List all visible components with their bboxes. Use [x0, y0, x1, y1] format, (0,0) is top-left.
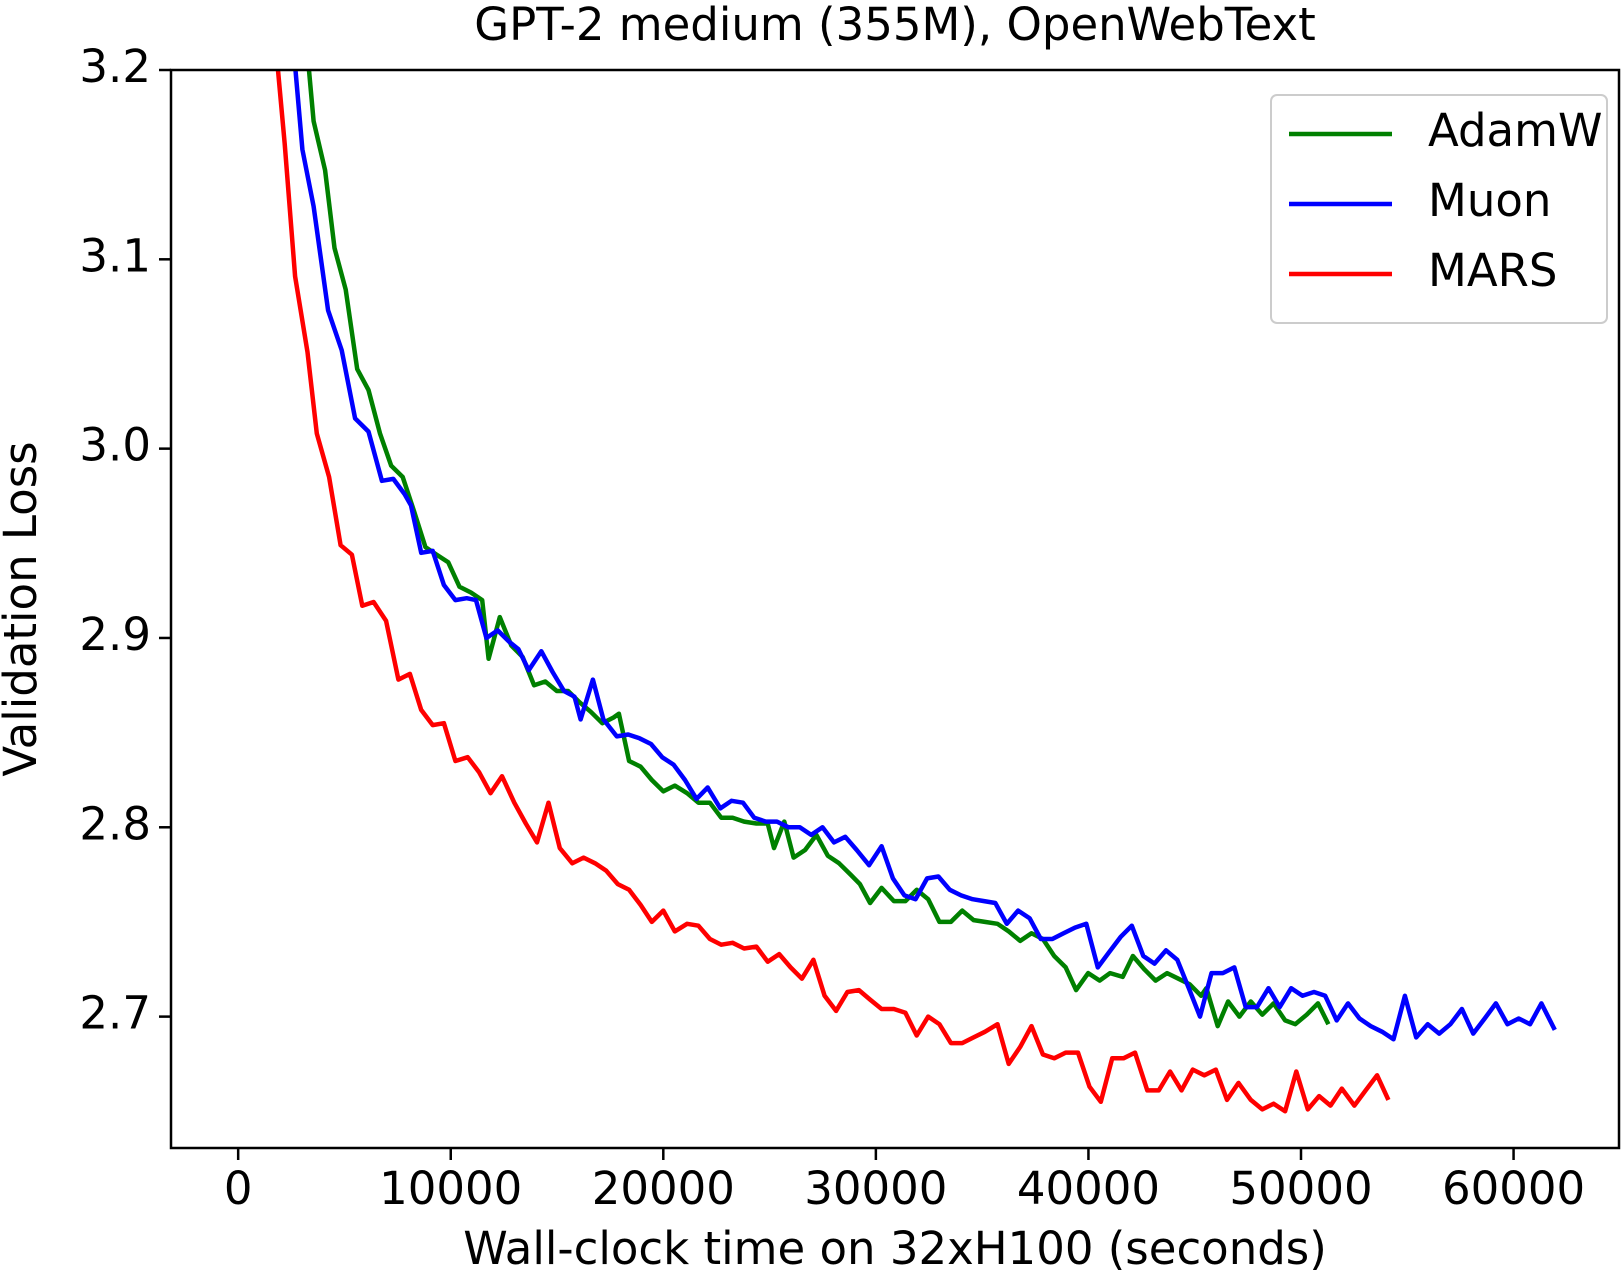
legend-label: Muon — [1428, 174, 1551, 227]
legend: AdamW Muon MARS — [1270, 94, 1608, 324]
y-tick-label: 2.9 — [79, 608, 151, 661]
y-tick-label: 2.8 — [79, 797, 151, 850]
y-axis-label: Validation Loss — [0, 441, 47, 776]
x-tick-label: 30000 — [804, 1162, 947, 1215]
y-tick-label: 2.7 — [79, 987, 151, 1040]
series-line — [275, 70, 1391, 1114]
y-tick-label: 3.1 — [79, 229, 151, 282]
x-tick-label: 0 — [224, 1162, 253, 1215]
x-tick-label: 40000 — [1017, 1162, 1160, 1215]
legend-label: MARS — [1428, 244, 1557, 297]
plot-area — [275, 70, 1557, 1114]
x-tick-label: 20000 — [592, 1162, 735, 1215]
y-tick-label: 3.2 — [79, 40, 151, 93]
legend-label: AdamW — [1428, 104, 1602, 157]
x-tick-label: 60000 — [1442, 1162, 1585, 1215]
x-axis-label: Wall-clock time on 32xH100 (seconds) — [463, 1222, 1327, 1275]
legend-box — [1270, 94, 1608, 324]
chart-title: GPT-2 medium (355M), OpenWebText — [474, 0, 1316, 51]
y-tick-label: 3.0 — [79, 419, 151, 472]
x-tick-label: 50000 — [1229, 1162, 1372, 1215]
series-line — [306, 70, 1331, 1029]
x-tick-label: 10000 — [379, 1162, 522, 1215]
plot-frame — [169, 68, 1621, 1150]
series-line — [293, 70, 1557, 1042]
